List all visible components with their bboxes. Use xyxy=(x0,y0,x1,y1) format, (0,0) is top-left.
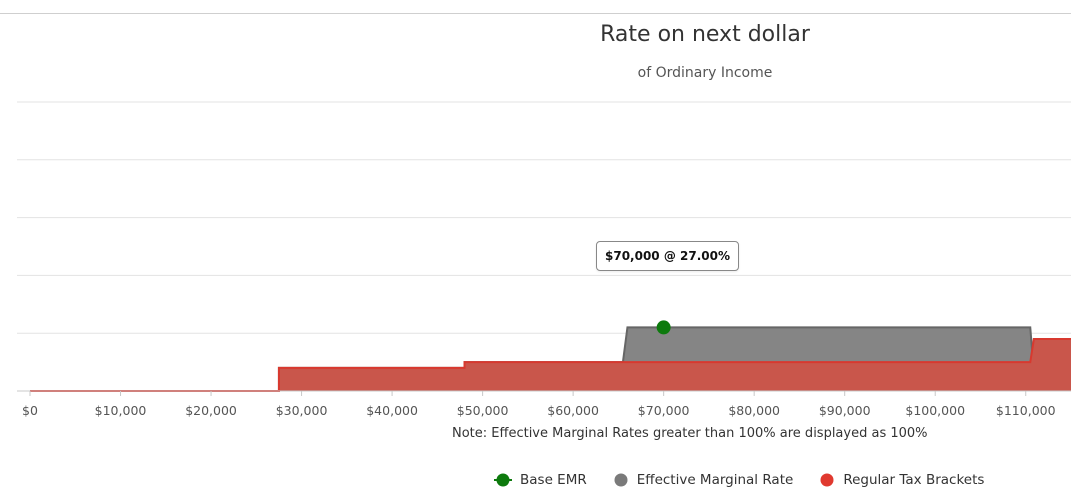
x-tick-label: $20,000 xyxy=(185,403,237,418)
x-tick-label: $0 xyxy=(22,403,38,418)
x-tick-label: $40,000 xyxy=(366,403,418,418)
legend-label-base-emr: Base EMR xyxy=(520,472,587,488)
chart-title: Rate on next dollar xyxy=(600,22,810,47)
tooltip: $70,000 @ 27.00% xyxy=(596,241,739,271)
x-tick-label: $90,000 xyxy=(819,403,871,418)
chart-subtitle: of Ordinary Income xyxy=(637,65,773,81)
legend-label-regular-tax-brackets: Regular Tax Brackets xyxy=(843,472,985,488)
x-tick-label: $110,000 xyxy=(996,403,1056,418)
legend-symbol-regular-tax-brackets xyxy=(820,473,834,487)
x-tick-label: $10,000 xyxy=(95,403,147,418)
x-tick-label: $70,000 xyxy=(638,403,690,418)
series-line-regular-tax-brackets xyxy=(30,337,1071,392)
legend-symbol-base-emr xyxy=(494,473,512,487)
legend-item-base-emr[interactable]: Base EMR xyxy=(494,472,587,488)
chart-note: Note: Effective Marginal Rates greater t… xyxy=(452,426,928,441)
base-emr-point xyxy=(656,320,671,335)
legend-symbol-effective-marginal-rate xyxy=(614,473,628,487)
x-tick-label: $80,000 xyxy=(728,403,780,418)
x-tick-label: $60,000 xyxy=(547,403,599,418)
x-tick-label: $50,000 xyxy=(457,403,509,418)
legend-item-effective-marginal-rate[interactable]: Effective Marginal Rate xyxy=(613,472,794,488)
series-area-regular-tax-brackets xyxy=(30,338,1071,391)
legend-label-effective-marginal-rate: Effective Marginal Rate xyxy=(636,472,794,488)
top-divider xyxy=(0,13,1071,14)
x-tick-label: $30,000 xyxy=(276,403,328,418)
legend: Base EMR Effective Marginal Rate Regular… xyxy=(494,469,1010,491)
x-tick-label: $100,000 xyxy=(905,403,965,418)
legend-item-regular-tax-brackets[interactable]: Regular Tax Brackets xyxy=(819,472,984,488)
